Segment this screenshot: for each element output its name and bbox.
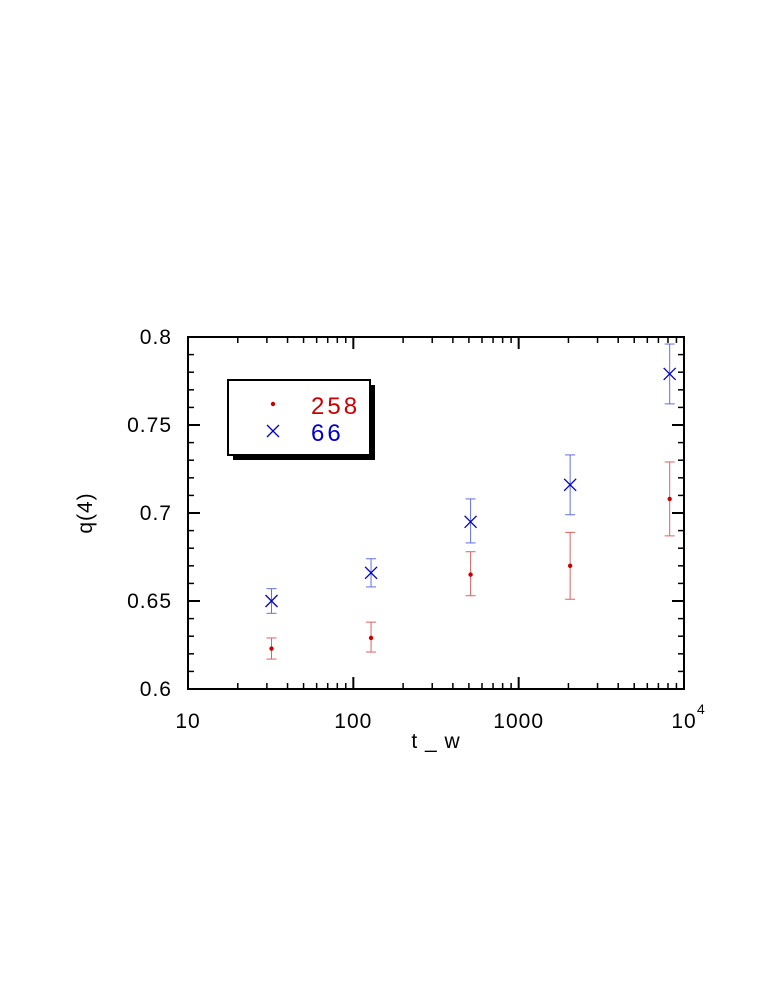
legend-box (227, 379, 371, 456)
x-tick-label: 10 (671, 710, 696, 733)
legend-label-66: 66 (311, 420, 344, 447)
data-point (265, 594, 278, 608)
x-axis-label: t _ w (411, 730, 460, 753)
data-point (563, 478, 577, 492)
data-point (468, 572, 473, 577)
data-point (667, 496, 672, 502)
tick-labels: 0.60.650.70.750.810 100 1000 104 (127, 326, 706, 733)
y-axis-label: q(4) (74, 492, 97, 533)
data-point (364, 566, 378, 580)
axis-ticks (188, 337, 684, 689)
data-point (567, 563, 573, 568)
series-258 (266, 461, 675, 660)
x-tick-label: 10 (175, 710, 200, 733)
y-tick-label: 0.75 (127, 414, 172, 437)
x-tick-exponent: 4 (697, 701, 706, 717)
y-tick-label: 0.8 (140, 326, 172, 349)
y-tick-label: 0.6 (140, 678, 172, 701)
y-tick-label: 0.65 (127, 590, 172, 613)
data-point (368, 635, 374, 641)
legend: 258 66 (227, 379, 375, 460)
legend-markers (266, 401, 280, 438)
series-66 (265, 343, 677, 614)
series-layer (265, 343, 677, 660)
data-point (269, 646, 274, 651)
legend-marker-x (266, 424, 280, 438)
x-tick-label: 1000 (493, 710, 544, 733)
y-tick-label: 0.7 (140, 502, 172, 525)
legend-marker-dot (270, 401, 276, 407)
legend-label-258: 258 (311, 393, 360, 420)
data-point (464, 515, 478, 529)
data-point (663, 367, 677, 381)
x-tick-label: 100 (334, 710, 372, 733)
